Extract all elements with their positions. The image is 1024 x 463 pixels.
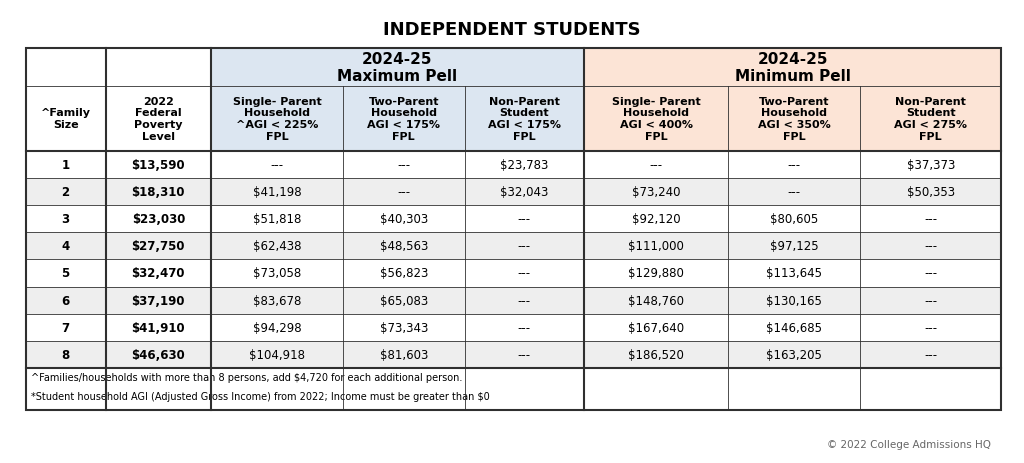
Text: $51,818: $51,818 (253, 213, 301, 225)
Text: $104,918: $104,918 (249, 348, 305, 361)
Bar (860, 87, 1001, 151)
Text: $130,165: $130,165 (766, 294, 822, 307)
Text: Non-Parent
Student
AGI < 275%
FPL: Non-Parent Student AGI < 275% FPL (894, 97, 968, 141)
Text: $37,190: $37,190 (131, 294, 185, 307)
Text: ---: --- (924, 321, 937, 334)
Text: $92,120: $92,120 (632, 213, 680, 225)
Text: Two-Parent
Household
AGI < 175%
FPL: Two-Parent Household AGI < 175% FPL (368, 97, 440, 141)
Bar (26, 178, 1001, 206)
Text: ---: --- (787, 186, 801, 199)
Text: $80,605: $80,605 (770, 213, 818, 225)
Text: 5: 5 (61, 267, 70, 280)
Bar (26, 341, 1001, 369)
Text: ---: --- (518, 267, 530, 280)
Text: $65,083: $65,083 (380, 294, 428, 307)
Text: $56,823: $56,823 (380, 267, 428, 280)
Text: $46,630: $46,630 (131, 348, 185, 361)
Text: INDEPENDENT STUDENTS: INDEPENDENT STUDENTS (383, 21, 641, 39)
Text: 1: 1 (61, 158, 70, 171)
Text: 2: 2 (61, 186, 70, 199)
Text: 6: 6 (61, 294, 70, 307)
Bar (728, 87, 860, 151)
Text: $41,910: $41,910 (131, 321, 185, 334)
Text: $94,298: $94,298 (253, 321, 301, 334)
Text: $41,198: $41,198 (253, 186, 301, 199)
Text: $81,603: $81,603 (380, 348, 428, 361)
Text: 4: 4 (61, 240, 70, 253)
Text: Non-Parent
Student
AGI < 175%
FPL: Non-Parent Student AGI < 175% FPL (487, 97, 561, 141)
Text: $148,760: $148,760 (628, 294, 684, 307)
Bar (26, 260, 1001, 287)
Bar (343, 87, 465, 151)
Text: ^Family
Size: ^Family Size (41, 108, 90, 130)
Text: $111,000: $111,000 (628, 240, 684, 253)
Text: $73,240: $73,240 (632, 186, 680, 199)
Text: $73,343: $73,343 (380, 321, 428, 334)
Text: $186,520: $186,520 (628, 348, 684, 361)
Text: Single- Parent
Household
AGI < 400%
FPL: Single- Parent Household AGI < 400% FPL (611, 97, 700, 141)
Text: $32,470: $32,470 (131, 267, 185, 280)
Text: ---: --- (924, 348, 937, 361)
Text: © 2022 College Admissions HQ: © 2022 College Admissions HQ (827, 439, 991, 449)
Bar (26, 287, 1001, 314)
Text: $50,353: $50,353 (906, 186, 954, 199)
Text: ---: --- (787, 158, 801, 171)
Text: $146,685: $146,685 (766, 321, 822, 334)
Text: ---: --- (924, 240, 937, 253)
Text: $113,645: $113,645 (766, 267, 822, 280)
Text: 2022
Federal
Poverty
Level: 2022 Federal Poverty Level (134, 97, 182, 141)
Text: $97,125: $97,125 (770, 240, 818, 253)
Text: ---: --- (518, 294, 530, 307)
Text: 2024-25
Minimum Pell: 2024-25 Minimum Pell (734, 51, 851, 84)
Text: $129,880: $129,880 (628, 267, 684, 280)
Text: $62,438: $62,438 (253, 240, 301, 253)
Text: $40,303: $40,303 (380, 213, 428, 225)
Text: ---: --- (924, 213, 937, 225)
Text: Two-Parent
Household
AGI < 350%
FPL: Two-Parent Household AGI < 350% FPL (758, 97, 830, 141)
Text: $13,590: $13,590 (131, 158, 185, 171)
Text: ---: --- (518, 348, 530, 361)
Text: *Student household AGI (Adjusted Gross Income) from 2022; Income must be greater: *Student household AGI (Adjusted Gross I… (31, 391, 489, 400)
Text: 3: 3 (61, 213, 70, 225)
Text: $37,373: $37,373 (906, 158, 955, 171)
Bar (465, 87, 584, 151)
Bar (26, 87, 105, 151)
Text: ---: --- (649, 158, 663, 171)
Bar (211, 49, 584, 87)
Text: 2024-25
Maximum Pell: 2024-25 Maximum Pell (337, 51, 458, 84)
Bar (26, 49, 211, 87)
Text: ^Families/households with more than 8 persons, add $4,720 for each additional pe: ^Families/households with more than 8 pe… (31, 372, 462, 382)
Text: 8: 8 (61, 348, 70, 361)
Text: $83,678: $83,678 (253, 294, 301, 307)
Bar (584, 87, 728, 151)
Text: ---: --- (397, 186, 411, 199)
Bar (584, 49, 1001, 87)
Text: $167,640: $167,640 (628, 321, 684, 334)
Bar (26, 314, 1001, 341)
Bar (105, 87, 211, 151)
Text: Single- Parent
Household
^AGI < 225%
FPL: Single- Parent Household ^AGI < 225% FPL (232, 97, 322, 141)
Text: ---: --- (924, 267, 937, 280)
Text: ---: --- (924, 294, 937, 307)
Text: $73,058: $73,058 (253, 267, 301, 280)
Text: $48,563: $48,563 (380, 240, 428, 253)
Text: ---: --- (397, 158, 411, 171)
Text: $163,205: $163,205 (766, 348, 822, 361)
Bar (26, 369, 1001, 410)
Bar (211, 87, 343, 151)
Bar (26, 206, 1001, 233)
Bar (26, 151, 1001, 178)
Text: $18,310: $18,310 (131, 186, 185, 199)
Text: ---: --- (518, 321, 530, 334)
Text: ---: --- (270, 158, 284, 171)
Bar (26, 233, 1001, 260)
Text: 7: 7 (61, 321, 70, 334)
Bar (26, 49, 1001, 410)
Text: $23,783: $23,783 (500, 158, 549, 171)
Text: $27,750: $27,750 (131, 240, 185, 253)
Text: $32,043: $32,043 (500, 186, 549, 199)
Text: $23,030: $23,030 (132, 213, 185, 225)
Text: ---: --- (518, 240, 530, 253)
Text: ---: --- (518, 213, 530, 225)
